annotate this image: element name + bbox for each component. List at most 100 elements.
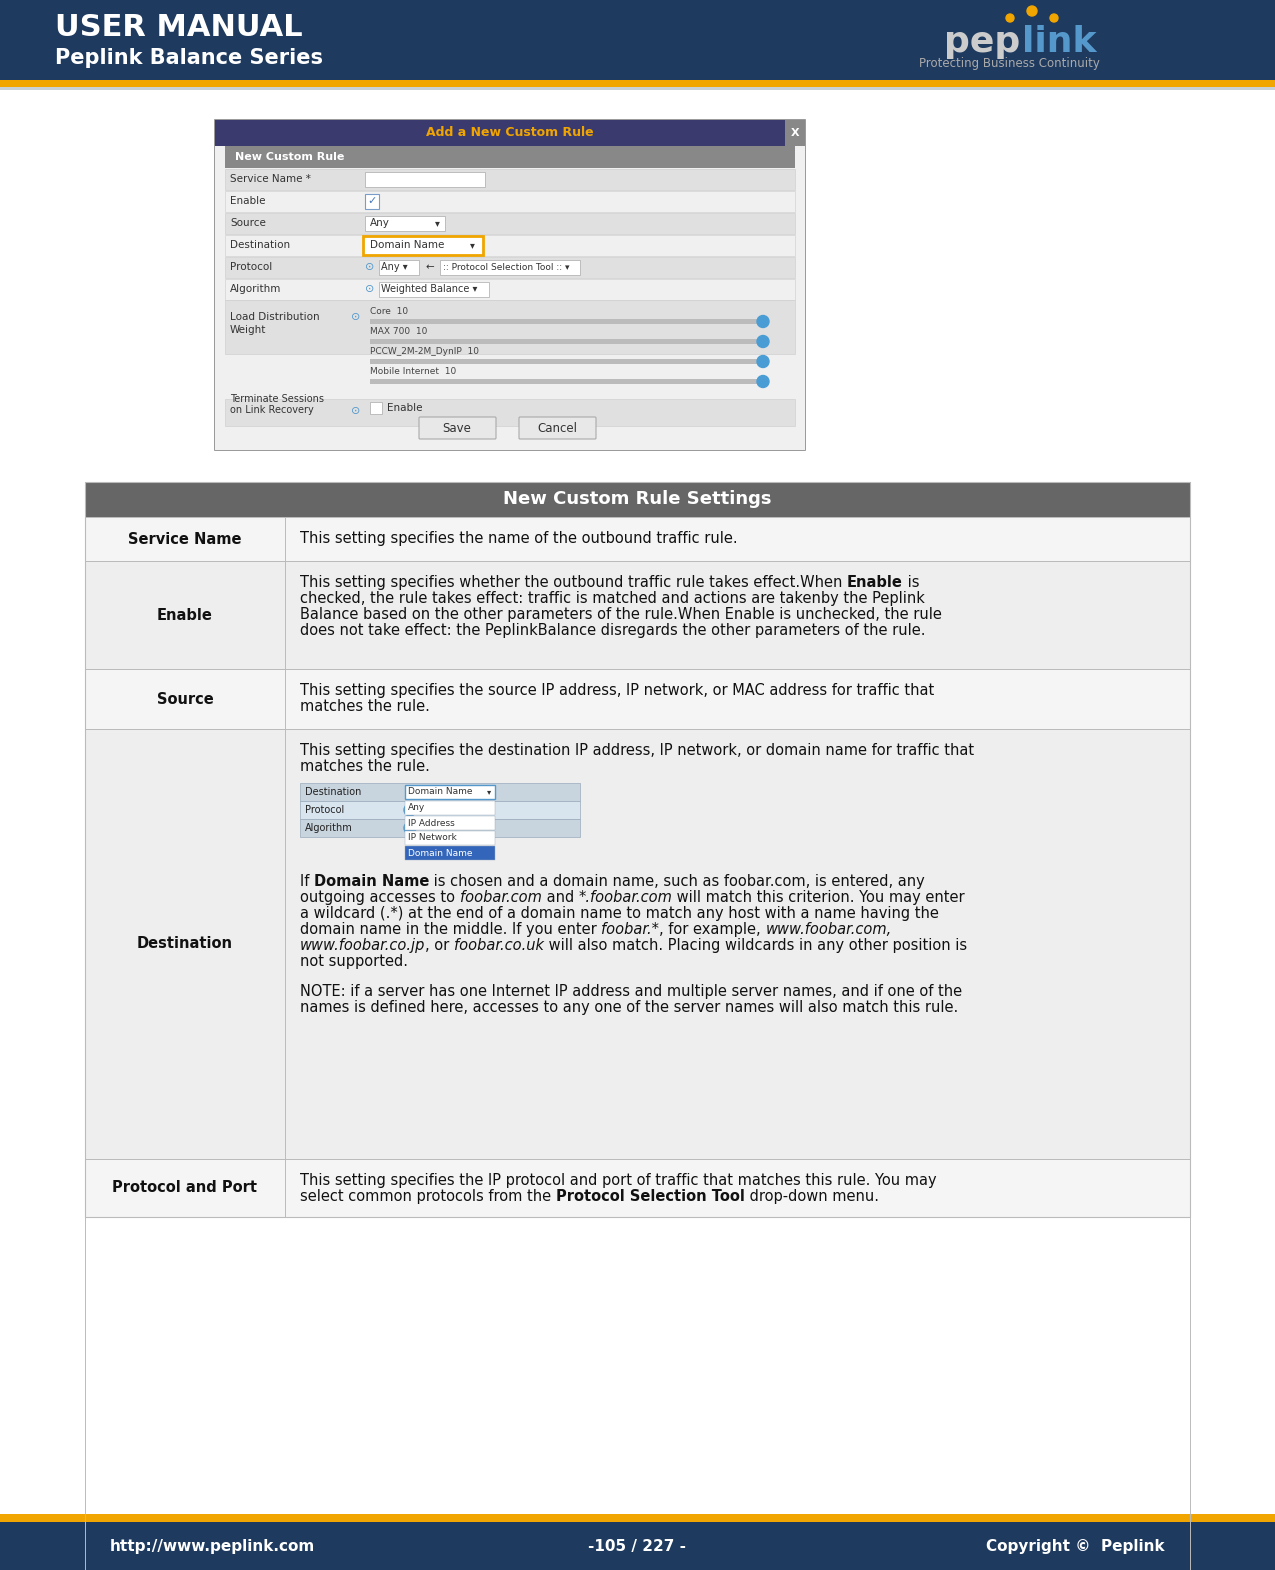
Bar (785, 119, 805, 146)
Bar (405, 831, 495, 845)
Bar (85, 560, 1190, 669)
Text: on Link Recovery: on Link Recovery (230, 405, 314, 414)
Text: Save: Save (442, 421, 472, 435)
Text: ▾: ▾ (435, 218, 440, 228)
Bar (300, 783, 580, 801)
Text: is chosen and a domain name, such as foobar.com, is entered, any: is chosen and a domain name, such as foo… (430, 874, 926, 889)
Bar (370, 378, 765, 385)
Bar (85, 1159, 1190, 1217)
Text: drop-down menu.: drop-down menu. (745, 1188, 878, 1204)
Text: ?: ? (408, 824, 412, 832)
Bar (85, 669, 1190, 728)
Text: Enable: Enable (230, 196, 265, 206)
Text: domain name in the middle. If you enter: domain name in the middle. If you enter (300, 922, 602, 937)
Bar (85, 482, 1190, 517)
Text: Peplink Balance Series: Peplink Balance Series (55, 49, 323, 68)
Bar (224, 257, 796, 278)
Text: Destination: Destination (305, 787, 361, 798)
Text: Load Distribution: Load Distribution (230, 311, 320, 322)
Bar (405, 801, 495, 815)
Text: foobar.co.uk: foobar.co.uk (454, 937, 544, 953)
Bar (224, 300, 796, 353)
Bar (215, 146, 805, 451)
Bar (85, 482, 1190, 1570)
Text: Protocol Selection Tool: Protocol Selection Tool (556, 1188, 745, 1204)
Text: This setting specifies whether the outbound traffic rule takes effect.When: This setting specifies whether the outbo… (300, 575, 847, 590)
Text: Protocol: Protocol (230, 262, 273, 272)
Circle shape (757, 316, 769, 328)
Bar (85, 482, 1190, 1217)
Text: Domain Name: Domain Name (408, 848, 473, 857)
Text: Enable: Enable (388, 403, 422, 413)
Bar (300, 820, 580, 837)
Text: Source: Source (157, 691, 213, 706)
Text: Protocol: Protocol (305, 805, 344, 815)
Text: matches the rule.: matches the rule. (300, 758, 430, 774)
Bar (370, 360, 765, 364)
Text: Domain Name: Domain Name (314, 874, 430, 889)
Text: ⊙: ⊙ (351, 311, 360, 322)
Text: Algorithm: Algorithm (230, 284, 282, 294)
Bar (365, 195, 379, 209)
FancyBboxPatch shape (419, 418, 496, 440)
Text: Destination: Destination (136, 936, 233, 951)
Bar (224, 279, 796, 300)
Bar (405, 816, 495, 831)
Circle shape (1026, 6, 1037, 16)
Text: names is defined here, accesses to any one of the server names will also match t: names is defined here, accesses to any o… (300, 1000, 959, 1014)
Text: www.foobar.com,: www.foobar.com, (765, 922, 892, 937)
Text: ⊙: ⊙ (365, 284, 375, 294)
Text: ⊙: ⊙ (351, 407, 360, 416)
Bar (224, 192, 796, 212)
Bar (224, 170, 796, 190)
Bar (85, 517, 1190, 560)
Text: :: Protocol Selection Tool :: ▾: :: Protocol Selection Tool :: ▾ (442, 262, 570, 272)
Text: Source: Source (230, 218, 266, 228)
Text: New Custom Rule Settings: New Custom Rule Settings (504, 490, 771, 509)
Bar (0, 1521, 1275, 1570)
Text: This setting specifies the IP protocol and port of traffic that matches this rul: This setting specifies the IP protocol a… (300, 1173, 937, 1188)
Bar (370, 402, 382, 414)
Text: Protecting Business Continuity: Protecting Business Continuity (919, 57, 1100, 69)
Text: *.foobar.com: *.foobar.com (579, 890, 672, 904)
Text: Add a New Custom Rule: Add a New Custom Rule (426, 127, 594, 140)
Text: Service Name: Service Name (129, 532, 242, 546)
Bar (379, 261, 419, 275)
Text: This setting specifies the name of the outbound traffic rule.: This setting specifies the name of the o… (300, 532, 738, 546)
Circle shape (404, 823, 416, 834)
Text: Enable: Enable (157, 608, 213, 622)
Bar (0, 0, 1275, 80)
Text: Protocol and Port: Protocol and Port (112, 1181, 258, 1195)
Text: New Custom Rule: New Custom Rule (235, 152, 344, 162)
Bar (224, 399, 796, 425)
Text: ←: ← (425, 262, 434, 272)
Bar (85, 728, 1190, 1159)
Bar (365, 217, 445, 231)
Bar (405, 785, 495, 799)
Text: Copyright ©  Peplink: Copyright © Peplink (987, 1539, 1165, 1553)
Text: If: If (300, 874, 314, 889)
Text: matches the rule.: matches the rule. (300, 699, 430, 714)
Text: does not take effect: the PeplinkBalance disregards the other parameters of the : does not take effect: the PeplinkBalance… (300, 623, 926, 637)
Text: This setting specifies the source IP address, IP network, or MAC address for tra: This setting specifies the source IP add… (300, 683, 935, 699)
Text: This setting specifies the destination IP address, IP network, or domain name fo: This setting specifies the destination I… (300, 743, 974, 758)
Text: IP Network: IP Network (408, 834, 456, 843)
Circle shape (757, 336, 769, 347)
Bar (379, 283, 490, 297)
Text: -105 / 227 -: -105 / 227 - (588, 1539, 686, 1553)
Text: Weight: Weight (230, 325, 266, 334)
Text: outgoing accesses to: outgoing accesses to (300, 890, 459, 904)
Text: Enable: Enable (847, 575, 903, 590)
Text: Balance based on the other parameters of the rule.When Enable is unchecked, the : Balance based on the other parameters of… (300, 608, 942, 622)
Text: a wildcard (.*) at the end of a domain name to match any host with a name having: a wildcard (.*) at the end of a domain n… (300, 906, 938, 922)
Bar (405, 846, 495, 860)
Bar (0, 80, 1275, 86)
Bar (365, 173, 484, 187)
Text: ▾: ▾ (469, 240, 474, 250)
Bar (0, 1513, 1275, 1521)
Text: Any: Any (408, 804, 426, 813)
Circle shape (757, 355, 769, 367)
Text: http://www.peplink.com: http://www.peplink.com (110, 1539, 315, 1553)
Bar (363, 236, 483, 254)
Text: and: and (542, 890, 579, 904)
